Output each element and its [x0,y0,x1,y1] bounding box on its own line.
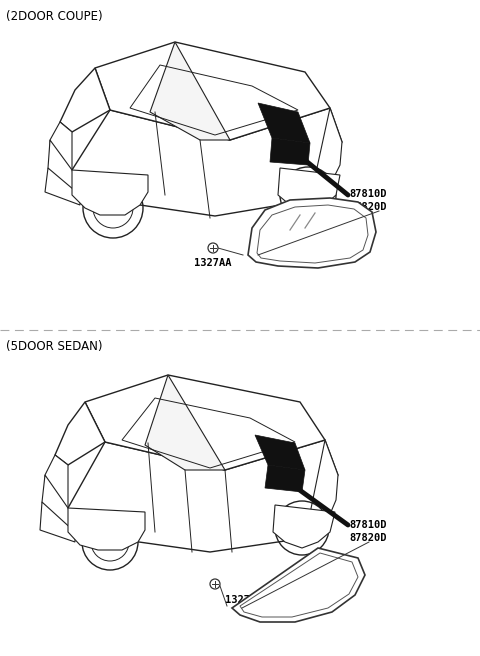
Circle shape [298,524,306,532]
Polygon shape [72,108,342,216]
Polygon shape [145,375,225,470]
Text: 87810D: 87810D [349,189,386,199]
Text: 87820D: 87820D [349,202,386,212]
Polygon shape [45,455,68,508]
Polygon shape [68,440,338,552]
Polygon shape [278,168,340,210]
Polygon shape [258,103,310,143]
Polygon shape [48,140,80,195]
Polygon shape [50,122,72,170]
Polygon shape [60,68,110,132]
Polygon shape [42,475,75,532]
Text: (5DOOR SEDAN): (5DOOR SEDAN) [6,340,103,353]
Polygon shape [85,375,325,470]
Polygon shape [270,138,310,165]
Polygon shape [68,508,145,550]
Polygon shape [55,402,105,465]
Polygon shape [150,42,230,140]
Circle shape [208,243,218,253]
Polygon shape [255,435,305,470]
Polygon shape [45,168,80,205]
Polygon shape [248,198,376,268]
Polygon shape [95,42,330,140]
Polygon shape [40,502,75,542]
Text: 87820D: 87820D [349,533,386,543]
Text: 1327AA: 1327AA [194,258,232,268]
Circle shape [106,538,114,546]
Text: 1327AA: 1327AA [225,595,263,605]
Polygon shape [310,108,342,200]
Polygon shape [72,170,148,215]
Circle shape [304,191,312,199]
Polygon shape [305,440,338,538]
Text: 87810D: 87810D [349,520,386,530]
Polygon shape [273,505,335,548]
Circle shape [210,579,220,589]
Text: (2DOOR COUPE): (2DOOR COUPE) [6,10,103,23]
Polygon shape [232,548,365,622]
Circle shape [109,204,117,212]
Polygon shape [265,465,305,492]
